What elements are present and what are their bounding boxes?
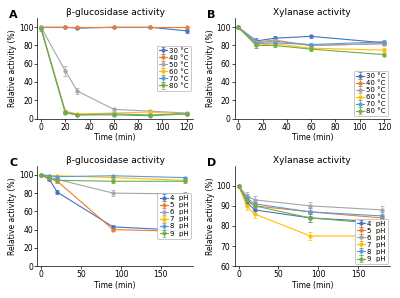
X-axis label: Time (min): Time (min) [292, 281, 333, 290]
Legend: 30 °C, 40 °C, 50 °C, 60 °C, 70 °C, 80 °C: 30 °C, 40 °C, 50 °C, 60 °C, 70 °C, 80 °C [354, 71, 388, 117]
Title: β-glucosidase activity: β-glucosidase activity [66, 156, 164, 165]
Title: Xylanase activity: Xylanase activity [274, 8, 351, 17]
X-axis label: Time (min): Time (min) [94, 133, 136, 142]
Legend: 30 °C, 40 °C, 50 °C, 60 °C, 70 °C, 80 °C: 30 °C, 40 °C, 50 °C, 60 °C, 70 °C, 80 °C [156, 46, 191, 91]
Y-axis label: Relative activity (%): Relative activity (%) [206, 177, 214, 255]
Title: β-glucosidase activity: β-glucosidase activity [66, 8, 164, 17]
Y-axis label: Relative activity (%): Relative activity (%) [206, 30, 214, 107]
Legend: 4  pH, 5  pH, 6  pH, 7  pH, 8  pH, 9  pH: 4 pH, 5 pH, 6 pH, 7 pH, 8 pH, 9 pH [355, 219, 388, 264]
Y-axis label: Relative activity (%): Relative activity (%) [8, 30, 17, 107]
Text: A: A [10, 10, 18, 20]
Text: C: C [10, 158, 18, 168]
Y-axis label: Relative activity (%): Relative activity (%) [8, 177, 17, 255]
Legend: 4  pH, 5  pH, 6  pH, 7  pH, 8  pH, 9  pH: 4 pH, 5 pH, 6 pH, 7 pH, 8 pH, 9 pH [158, 193, 191, 239]
Text: D: D [207, 158, 216, 168]
Title: Xylanase activity: Xylanase activity [274, 156, 351, 165]
X-axis label: Time (min): Time (min) [94, 281, 136, 290]
X-axis label: Time (min): Time (min) [292, 133, 333, 142]
Text: B: B [207, 10, 215, 20]
